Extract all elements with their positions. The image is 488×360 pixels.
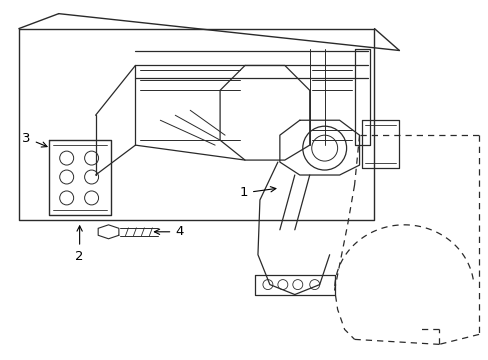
Text: 4: 4 xyxy=(154,225,183,238)
Text: 3: 3 xyxy=(22,132,47,147)
Text: 2: 2 xyxy=(75,226,84,263)
Text: 1: 1 xyxy=(239,186,275,199)
